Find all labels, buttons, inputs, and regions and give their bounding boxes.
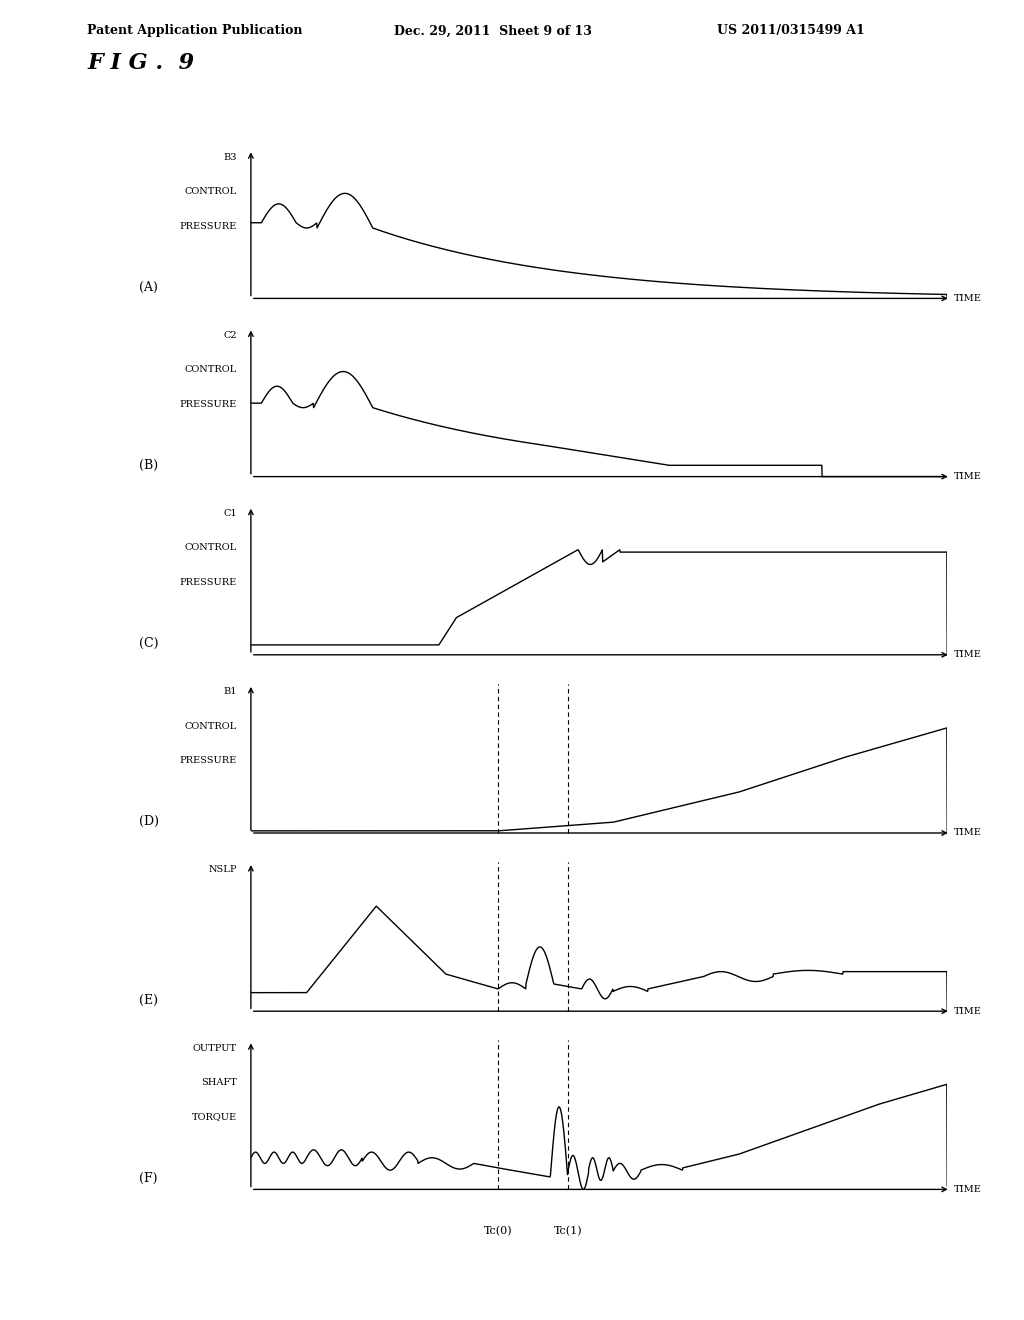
Text: (E): (E) [139, 994, 159, 1006]
Text: (B): (B) [139, 459, 159, 471]
Text: PRESSURE: PRESSURE [179, 222, 237, 231]
Text: (A): (A) [139, 281, 159, 293]
Text: OUTPUT: OUTPUT [193, 1044, 237, 1052]
Text: CONTROL: CONTROL [184, 366, 237, 375]
Text: PRESSURE: PRESSURE [179, 400, 237, 409]
Text: Dec. 29, 2011  Sheet 9 of 13: Dec. 29, 2011 Sheet 9 of 13 [394, 24, 592, 37]
Text: B1: B1 [223, 688, 237, 696]
Text: (D): (D) [139, 816, 160, 828]
Text: TORQUE: TORQUE [191, 1113, 237, 1122]
Text: TIME: TIME [954, 651, 982, 659]
Text: PRESSURE: PRESSURE [179, 756, 237, 766]
Text: C2: C2 [223, 331, 237, 339]
Text: TIME: TIME [954, 1007, 982, 1015]
Text: F I G .  9: F I G . 9 [87, 51, 195, 74]
Text: CONTROL: CONTROL [184, 187, 237, 197]
Text: Patent Application Publication: Patent Application Publication [87, 24, 302, 37]
Text: TIME: TIME [954, 473, 982, 480]
Text: TIME: TIME [954, 1185, 982, 1193]
Text: TIME: TIME [954, 294, 982, 302]
Text: B3: B3 [223, 153, 237, 161]
Text: (C): (C) [139, 638, 159, 649]
Text: (F): (F) [139, 1172, 158, 1184]
Text: US 2011/0315499 A1: US 2011/0315499 A1 [717, 24, 864, 37]
Text: C1: C1 [223, 510, 237, 517]
Text: CONTROL: CONTROL [184, 722, 237, 731]
Text: CONTROL: CONTROL [184, 544, 237, 553]
Text: SHAFT: SHAFT [201, 1078, 237, 1088]
Text: PRESSURE: PRESSURE [179, 578, 237, 587]
Text: NSLP: NSLP [209, 866, 237, 874]
Text: TIME: TIME [954, 829, 982, 837]
Text: Tc(0): Tc(0) [483, 1225, 512, 1236]
Text: Tc(1): Tc(1) [553, 1225, 582, 1236]
